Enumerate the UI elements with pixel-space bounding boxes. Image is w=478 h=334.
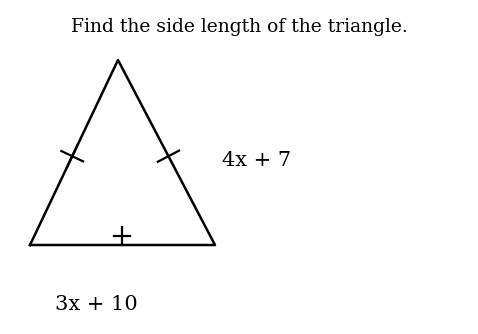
Text: Find the side length of the triangle.: Find the side length of the triangle.: [71, 18, 407, 36]
Text: 3x + 10: 3x + 10: [55, 295, 138, 314]
Text: 4x + 7: 4x + 7: [222, 151, 291, 169]
